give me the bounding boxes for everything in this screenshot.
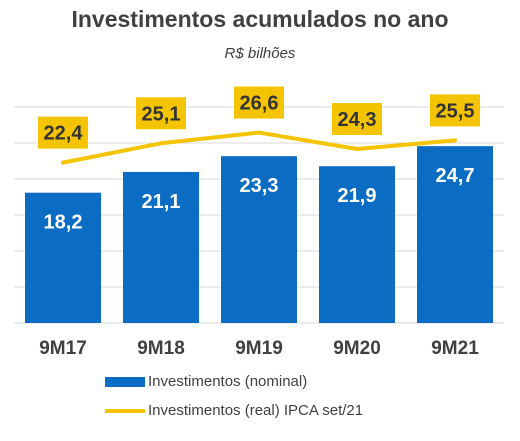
chart-title: Investimentos acumulados no ano	[71, 6, 449, 32]
line-label-box	[430, 94, 480, 127]
x-tick-label: 9M17	[39, 338, 87, 359]
legend-item-nominal: Investimentos (nominal)	[105, 373, 307, 390]
legend-bar-swatch	[105, 376, 145, 387]
legend-item-real: Investimentos (real) IPCA set/21	[105, 402, 363, 419]
bar	[221, 156, 297, 323]
line-value-label: 24,3	[338, 109, 377, 131]
bar-value-label: 21,9	[338, 185, 377, 207]
x-tick-label: 9M20	[333, 338, 381, 359]
bar-value-label: 21,1	[142, 191, 181, 213]
bar	[319, 166, 395, 323]
legend-label-nominal: Investimentos (nominal)	[148, 373, 308, 390]
legend-label-real: Investimentos (real) IPCA set/21	[148, 402, 364, 419]
line-series	[61, 130, 457, 165]
bar-value-label: 24,7	[436, 165, 475, 187]
line-value-label: 25,5	[436, 100, 475, 122]
bar	[25, 192, 101, 323]
x-tick-label: 9M19	[235, 338, 283, 359]
x-tick-label: 9M21	[431, 338, 479, 359]
line-label-box	[332, 103, 382, 136]
chart-subtitle: R$ bilhões	[224, 45, 296, 62]
line-label-box	[38, 116, 88, 149]
bar-value-label: 23,3	[240, 175, 279, 197]
line-value-label: 26,6	[240, 93, 279, 115]
bar-value-label: 18,2	[44, 212, 83, 234]
x-tick-label: 9M18	[137, 338, 185, 359]
line-label-box	[136, 97, 186, 130]
legend-line-swatch	[105, 408, 145, 413]
line-value-label: 22,4	[44, 123, 84, 145]
bar	[417, 146, 493, 323]
bar	[123, 171, 199, 323]
line-label-box	[234, 86, 284, 119]
line-value-label: 25,1	[142, 103, 181, 125]
